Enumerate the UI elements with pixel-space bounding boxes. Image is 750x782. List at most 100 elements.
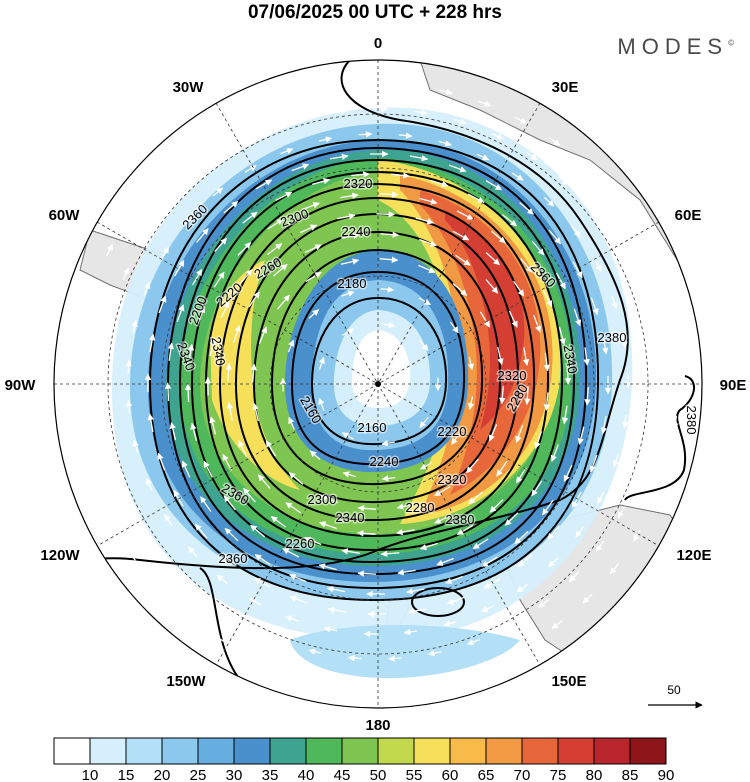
wind-arrow <box>609 563 619 575</box>
wind-arrow <box>419 542 438 551</box>
contour-label: 2340 <box>561 344 581 375</box>
wind-arrow <box>250 524 266 538</box>
lon-label-30w: 30W <box>173 79 205 96</box>
contour-label: 2380 <box>684 406 699 435</box>
contour-label: 2240 <box>370 454 399 469</box>
wind-arrow <box>558 326 566 346</box>
wind-arrow <box>503 621 517 629</box>
wind-arrow <box>200 496 212 512</box>
wind-arrow <box>176 304 185 323</box>
colorbar-swatch <box>89 737 127 765</box>
wind-arrow <box>327 606 347 614</box>
contour-label: 2320 <box>344 176 373 191</box>
wind-arrow <box>326 585 346 593</box>
wind-arrow <box>340 258 360 265</box>
lon-label-150e: 150E <box>551 673 586 690</box>
wind-arrow <box>341 232 360 240</box>
wind-arrow <box>388 655 402 662</box>
wind-arrow <box>270 636 284 643</box>
wind-arrow <box>442 672 456 679</box>
wind-arrow <box>288 416 295 430</box>
wind-arrow <box>531 240 545 256</box>
wind-arrow <box>520 257 533 273</box>
wind-arrow <box>612 454 619 468</box>
wind-arrow <box>434 514 452 524</box>
wind-arrow <box>550 444 559 463</box>
wind-arrow <box>534 431 543 449</box>
wind-arrow <box>192 268 203 286</box>
wind-arrow <box>281 94 295 101</box>
contour-2380 <box>59 60 629 581</box>
wind-arrow <box>143 281 151 295</box>
lon-label-150w: 150W <box>166 673 206 690</box>
wind-arrow <box>145 478 153 491</box>
colorbar-tick-label: 85 <box>622 767 639 782</box>
colorbar-tick-label: 15 <box>118 767 135 782</box>
wind-arrow <box>253 577 271 588</box>
wind-arrow <box>258 326 268 344</box>
wind-arrow <box>564 365 572 385</box>
wind-arrow <box>480 660 494 667</box>
contour-2220 <box>252 230 502 504</box>
contour-label: 2380 <box>598 330 627 345</box>
wind-arrow <box>211 633 224 642</box>
lon-label-60w: 60W <box>49 207 81 224</box>
wind-arrow <box>312 177 331 186</box>
wind-arrow <box>359 80 374 88</box>
wind-arrow <box>222 149 235 158</box>
wind-arrow <box>320 494 338 504</box>
wind-arrow <box>222 553 237 566</box>
wind-arrow <box>81 438 88 452</box>
wind-arrow <box>453 118 467 125</box>
colorbar-swatch <box>593 737 631 765</box>
colorbar-tick-label: 45 <box>334 767 351 782</box>
wind-arrow <box>357 570 377 577</box>
wind-arrow <box>157 452 166 471</box>
colorbar-swatch <box>161 737 199 765</box>
wind-arrow <box>607 191 618 203</box>
wind-arrow <box>438 140 452 147</box>
wind-arrow <box>571 491 582 509</box>
wind-arrow <box>398 132 413 139</box>
wind-arrow <box>595 540 605 553</box>
wind-arrow <box>267 218 284 230</box>
wind-arrow <box>533 314 542 333</box>
wind-arrow <box>577 426 585 445</box>
wind-arrow <box>305 271 322 283</box>
wind-arrow <box>468 491 483 505</box>
wind-arrow <box>672 415 679 430</box>
wind-arrow <box>222 453 232 471</box>
wind-arrow <box>476 153 490 161</box>
contour-2200 <box>270 248 484 486</box>
wind-arrow <box>309 450 321 460</box>
colorbar-tick-label: 20 <box>154 767 171 782</box>
colorbar-swatch <box>557 737 595 765</box>
lon-label-30e: 30E <box>552 79 579 96</box>
wind-arrow <box>517 642 530 651</box>
colorbar-swatch <box>413 737 451 765</box>
wind-arrow <box>125 399 133 414</box>
contour-2300 <box>190 170 564 564</box>
wind-arrow <box>572 261 583 279</box>
wind-arrow <box>181 460 191 478</box>
colorbar-swatch <box>269 737 307 765</box>
wind-arrow <box>434 485 451 497</box>
wind-arrow <box>167 342 175 361</box>
wind-arrow <box>508 310 518 328</box>
wind-arrow <box>223 201 239 214</box>
wind-arrow <box>209 416 217 435</box>
contour-label: 2220 <box>438 424 467 439</box>
wind-arrow <box>212 187 224 197</box>
lon-label-120w: 120W <box>40 547 80 564</box>
wind-arrow <box>282 548 300 558</box>
wind-arrow <box>248 291 260 308</box>
contour-label: 2320 <box>438 472 467 487</box>
wind-arrow <box>122 267 130 281</box>
wind-arrow <box>308 648 322 655</box>
contour-2320 <box>178 158 576 576</box>
wind-arrow <box>490 230 506 244</box>
wind-arrow <box>75 358 82 373</box>
wind-arrow <box>357 505 377 512</box>
lon-label-60e: 60E <box>675 207 702 224</box>
wind-arrow <box>323 626 338 633</box>
